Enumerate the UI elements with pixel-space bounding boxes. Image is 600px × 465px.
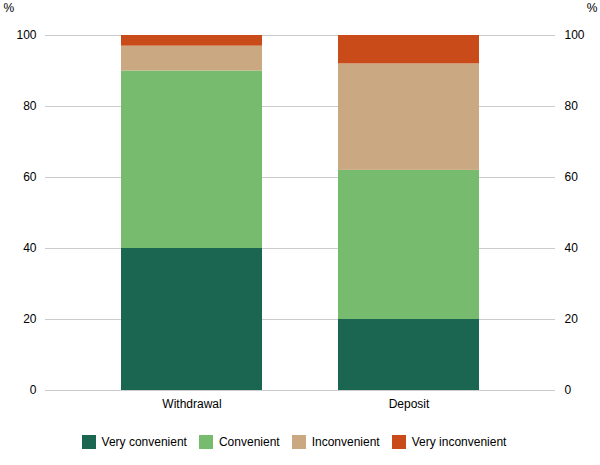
svg-text:20: 20 <box>23 312 37 326</box>
svg-text:%: % <box>587 1 598 15</box>
svg-text:100: 100 <box>16 28 36 42</box>
html-text:Very inconvenient: Very inconvenient <box>411 434 507 449</box>
svg-text:80: 80 <box>23 99 37 113</box>
svg-text:40: 40 <box>565 241 579 255</box>
svg-text:20: 20 <box>565 312 579 326</box>
svg-text:80: 80 <box>565 99 579 113</box>
svg-text:100: 100 <box>565 28 585 42</box>
svg-text:60: 60 <box>565 170 579 184</box>
svg-text:0: 0 <box>30 383 37 397</box>
html-text:Very convenient: Very convenient <box>101 434 187 449</box>
html-text:Convenient: Convenient <box>218 434 280 449</box>
svg-text:Withdrawal: Withdrawal <box>162 397 221 411</box>
svg-text:60: 60 <box>23 170 37 184</box>
svg-text:40: 40 <box>23 241 37 255</box>
svg-text:%: % <box>4 1 15 15</box>
svg-text:Deposit: Deposit <box>389 397 430 411</box>
html-text:Inconvenient: Inconvenient <box>311 434 380 449</box>
svg-text:0: 0 <box>565 383 572 397</box>
